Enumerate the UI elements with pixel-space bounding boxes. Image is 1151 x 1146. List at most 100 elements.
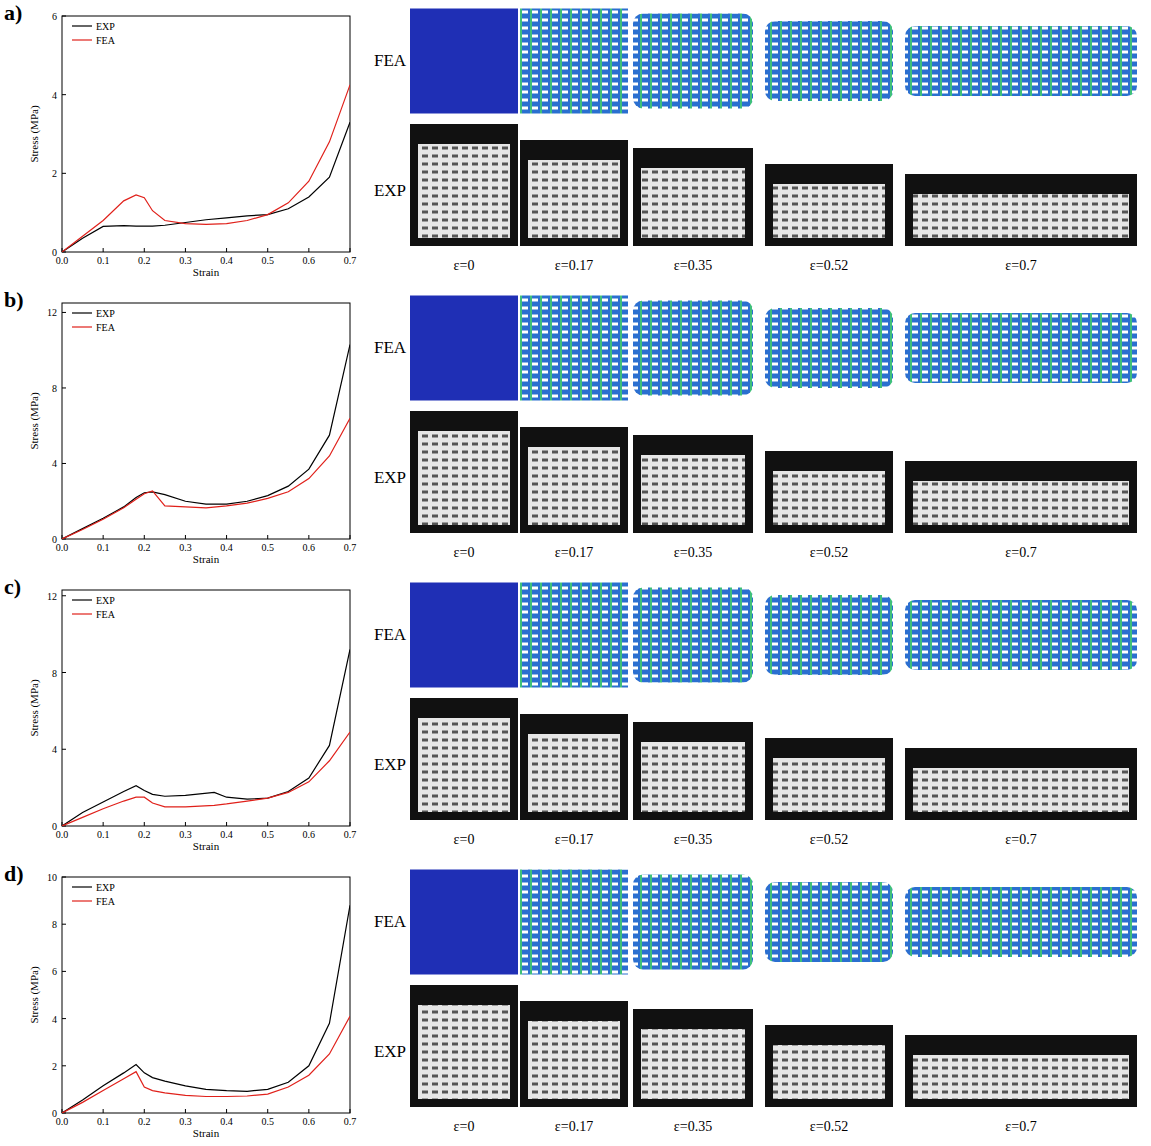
strain-caption: ε=0.35 bbox=[674, 832, 712, 847]
x-tick bbox=[308, 822, 309, 826]
row-label: FEA bbox=[374, 625, 407, 644]
y-tick-label: 6 bbox=[52, 966, 57, 977]
y-tick-label: 2 bbox=[52, 1061, 57, 1072]
row-label: FEA bbox=[374, 51, 407, 70]
x-tick bbox=[185, 822, 186, 826]
y-tick bbox=[62, 387, 66, 388]
strain-caption: ε=0.52 bbox=[810, 1119, 848, 1134]
fea-image bbox=[905, 313, 1137, 383]
fea-image bbox=[520, 870, 628, 975]
series-group bbox=[62, 905, 350, 1113]
exp-image-bg bbox=[633, 1009, 753, 1107]
y-tick-label: 0 bbox=[52, 247, 57, 258]
x-tick-label: 0.0 bbox=[56, 542, 69, 553]
x-tick bbox=[267, 1109, 268, 1113]
exp-image bbox=[773, 758, 885, 812]
x-tick bbox=[144, 535, 145, 539]
exp-image-bg bbox=[410, 411, 518, 533]
x-tick-label: 0.5 bbox=[261, 542, 274, 553]
exp-image bbox=[418, 431, 510, 525]
x-tick-label: 0.1 bbox=[97, 1116, 110, 1127]
strain-caption: ε=0.52 bbox=[810, 832, 848, 847]
strain-caption: ε=0.17 bbox=[555, 258, 593, 273]
row-label: EXP bbox=[374, 755, 406, 774]
exp-image bbox=[773, 184, 885, 238]
exp-image-bg bbox=[905, 461, 1137, 533]
strain-caption: ε=0 bbox=[454, 1119, 475, 1134]
series-line bbox=[62, 122, 350, 252]
strain-caption: ε=0.7 bbox=[1005, 832, 1036, 847]
x-tick bbox=[226, 822, 227, 826]
strain-caption: ε=0.7 bbox=[1005, 545, 1036, 560]
y-axis-title: Stress (MPa) bbox=[28, 105, 41, 162]
exp-image-bg bbox=[905, 1035, 1137, 1107]
fea-image bbox=[410, 583, 518, 688]
strain-caption: ε=0.7 bbox=[1005, 1119, 1036, 1134]
plot-frame bbox=[62, 303, 350, 539]
legend-swatch bbox=[72, 25, 92, 26]
row-label: EXP bbox=[374, 1042, 406, 1061]
y-tick-label: 12 bbox=[47, 307, 57, 318]
x-tick bbox=[144, 248, 145, 252]
x-tick bbox=[267, 535, 268, 539]
panel-label: d) bbox=[4, 861, 24, 886]
strain-caption: ε=0.17 bbox=[555, 545, 593, 560]
exp-image-bg bbox=[765, 451, 893, 533]
strain-caption: ε=0.35 bbox=[674, 545, 712, 560]
x-tick-label: 0.0 bbox=[56, 829, 69, 840]
y-tick-label: 8 bbox=[52, 919, 57, 930]
exp-image-bg bbox=[765, 164, 893, 246]
x-tick-label: 0.4 bbox=[220, 255, 233, 266]
x-tick-label: 0.4 bbox=[220, 542, 233, 553]
y-tick bbox=[62, 16, 66, 17]
panel-label: b) bbox=[4, 287, 24, 312]
exp-image bbox=[641, 742, 745, 812]
y-tick-label: 8 bbox=[52, 383, 57, 394]
legend-swatch bbox=[72, 39, 92, 40]
series-line bbox=[62, 732, 350, 826]
x-axis-title: Strain bbox=[193, 1127, 220, 1139]
x-tick-label: 0.4 bbox=[220, 1116, 233, 1127]
fea-image bbox=[905, 600, 1137, 670]
x-tick-label: 0.3 bbox=[179, 1116, 192, 1127]
plot-frame bbox=[62, 590, 350, 826]
fea-image bbox=[765, 308, 893, 388]
x-tick-label: 0.6 bbox=[303, 542, 316, 553]
legend-swatch bbox=[72, 599, 92, 600]
x-tick-label: 0.2 bbox=[138, 255, 151, 266]
exp-image-bg bbox=[410, 985, 518, 1107]
exp-image bbox=[641, 1029, 745, 1099]
y-tick-label: 4 bbox=[52, 90, 57, 101]
y-tick bbox=[62, 672, 66, 673]
x-tick-label: 0.3 bbox=[179, 829, 192, 840]
fea-image bbox=[520, 9, 628, 114]
series-group bbox=[62, 85, 350, 252]
x-tick bbox=[350, 248, 351, 252]
chart-panel: c)0.00.10.20.30.40.50.60.704812StrainStr… bbox=[4, 574, 1137, 852]
exp-image-bg bbox=[410, 124, 518, 246]
y-tick bbox=[62, 94, 66, 95]
exp-image bbox=[913, 481, 1129, 525]
fea-image bbox=[633, 588, 753, 683]
exp-image bbox=[528, 160, 620, 238]
y-axis-title: Stress (MPa) bbox=[28, 966, 41, 1023]
exp-image-bg bbox=[520, 140, 628, 246]
x-axis-title: Strain bbox=[193, 266, 220, 278]
legend-swatch bbox=[72, 312, 92, 313]
series-line bbox=[62, 649, 350, 826]
exp-image-bg bbox=[765, 738, 893, 820]
exp-image bbox=[913, 768, 1129, 812]
legend-swatch bbox=[72, 613, 92, 614]
exp-image bbox=[913, 1055, 1129, 1099]
series-line bbox=[62, 418, 350, 539]
legend-label: EXP bbox=[96, 308, 115, 319]
fea-image bbox=[633, 301, 753, 396]
exp-image bbox=[528, 734, 620, 812]
exp-image-bg bbox=[520, 1001, 628, 1107]
fea-image bbox=[410, 296, 518, 401]
legend-label: FEA bbox=[96, 322, 116, 333]
exp-image bbox=[418, 144, 510, 238]
chart-panel: a)0.00.10.20.30.40.50.60.70246StrainStre… bbox=[4, 0, 1137, 278]
x-tick bbox=[350, 535, 351, 539]
legend-swatch bbox=[72, 326, 92, 327]
